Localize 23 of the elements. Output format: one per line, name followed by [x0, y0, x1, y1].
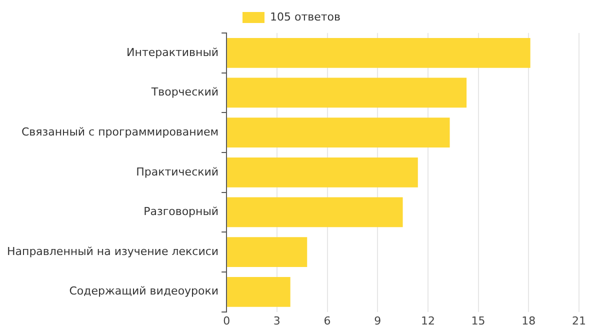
bar	[227, 78, 467, 108]
x-tick-label: 15	[471, 314, 486, 328]
bar	[227, 157, 418, 188]
y-tick-label: Разговорный	[144, 205, 219, 218]
y-tick-label: Связанный с программированием	[21, 125, 219, 138]
y-tick-label: Интерактивный	[126, 46, 219, 59]
y-tick-label: Содержащий видеоуроки	[69, 284, 219, 298]
x-tick-label: 18	[522, 314, 536, 328]
bar	[227, 237, 308, 267]
bar	[227, 197, 403, 228]
bar	[227, 118, 450, 148]
bar	[227, 38, 530, 68]
y-tick-label: Творческий	[150, 86, 219, 99]
x-tick-label: 21	[572, 314, 586, 328]
y-tick-label: Направленный на изучение лексиси	[6, 244, 219, 258]
x-tick-label: 9	[374, 314, 382, 328]
legend-label: 105 ответов	[270, 10, 341, 24]
y-tick-label: Практический	[136, 165, 219, 178]
x-tick-label: 6	[324, 314, 331, 328]
x-tick-label: 3	[273, 314, 280, 328]
bar	[227, 276, 290, 307]
x-tick-label: 12	[420, 314, 435, 328]
x-tick-label: 0	[223, 314, 230, 328]
